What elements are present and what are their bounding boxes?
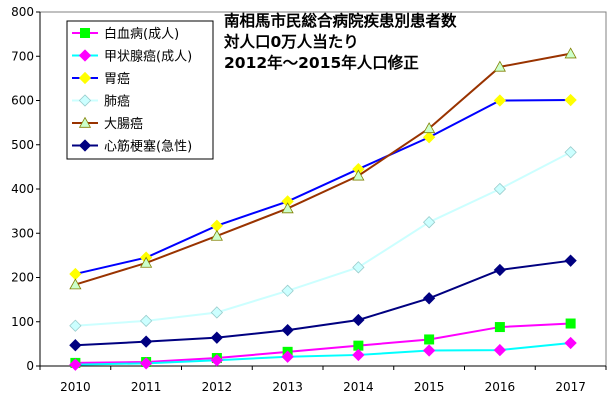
data-point — [422, 131, 436, 144]
chart-title-line: 対人口0万人当たり — [223, 32, 359, 51]
y-tick-label: 200 — [11, 271, 34, 285]
legend-swatch-marker — [78, 49, 92, 62]
y-tick-label: 100 — [11, 315, 34, 329]
data-point — [493, 94, 507, 107]
series-4 — [69, 146, 577, 332]
y-tick-label: 700 — [11, 49, 34, 63]
legend-label: 胃癌 — [104, 71, 130, 87]
x-tick-label: 2017 — [555, 380, 586, 394]
data-point — [139, 335, 153, 348]
y-tick-label: 500 — [11, 138, 34, 152]
legend-item: 心筋梗塞(急性) — [72, 139, 192, 155]
legend-swatch-marker — [78, 116, 92, 128]
data-point — [494, 322, 505, 333]
data-point — [565, 318, 576, 329]
series-2 — [69, 336, 577, 371]
data-point — [422, 292, 436, 305]
series-6 — [69, 254, 577, 352]
legend-swatch-marker — [78, 71, 92, 85]
data-point — [352, 313, 365, 327]
y-tick-label: 0 — [26, 359, 34, 373]
chart-title-line: 南相馬市民総合病院疾患別患者数 — [224, 11, 457, 30]
x-tick-label: 2012 — [202, 380, 233, 394]
y-tick-label: 800 — [11, 5, 34, 19]
legend-label: 心筋梗塞(急性) — [104, 139, 192, 155]
data-point — [564, 254, 577, 267]
data-point — [281, 284, 294, 297]
legend-label: 白血病(成人) — [104, 26, 179, 42]
data-point — [493, 343, 507, 357]
legend-label: 肺癌 — [104, 94, 130, 110]
legend-swatch-marker — [78, 94, 92, 107]
series-line — [75, 341, 571, 366]
data-point — [139, 314, 153, 328]
legend-item: 胃癌 — [72, 71, 130, 87]
data-point — [564, 146, 577, 159]
chart-title-line: 2012年～2015年人口修正 — [224, 53, 419, 72]
series-5 — [69, 47, 577, 290]
legend-item: 肺癌 — [72, 94, 130, 110]
data-point — [281, 350, 294, 363]
data-point — [422, 216, 436, 229]
data-point — [423, 122, 436, 134]
data-point — [210, 331, 224, 344]
legend-swatch-marker — [80, 28, 90, 38]
legend-item: 甲状腺癌(成人) — [72, 49, 192, 65]
x-tick-label: 2015 — [414, 380, 445, 394]
data-point — [352, 261, 365, 274]
data-point — [564, 93, 577, 107]
data-point — [352, 348, 365, 362]
data-point — [69, 319, 82, 332]
y-tick-label: 600 — [11, 94, 34, 108]
data-point — [69, 339, 82, 352]
data-point — [493, 60, 506, 72]
data-point — [422, 344, 436, 357]
data-point — [281, 202, 294, 214]
data-point — [69, 278, 82, 290]
legend-label: 大腸癌 — [104, 116, 143, 132]
data-point — [281, 324, 294, 337]
data-point — [352, 169, 365, 181]
legend-item: 大腸癌 — [72, 116, 143, 132]
y-tick-label: 300 — [11, 226, 34, 240]
legend-label: 甲状腺癌(成人) — [104, 49, 192, 65]
data-point — [493, 182, 507, 196]
series-line — [75, 52, 571, 286]
series-line — [75, 99, 571, 275]
series-line — [75, 151, 572, 327]
y-tick-label: 400 — [11, 182, 34, 196]
x-tick-label: 2014 — [343, 380, 374, 394]
data-point — [493, 263, 507, 277]
series-line — [75, 322, 571, 364]
legend-item: 白血病(成人) — [72, 26, 179, 42]
series-line — [75, 259, 571, 347]
legend-swatch-marker — [78, 139, 92, 152]
data-point — [210, 306, 224, 319]
x-tick-label: 2010 — [60, 380, 91, 394]
x-tick-label: 2011 — [131, 380, 162, 394]
data-point — [564, 336, 577, 350]
data-point — [140, 256, 153, 268]
data-point — [564, 47, 577, 59]
data-point — [139, 357, 153, 370]
data-point — [210, 354, 224, 367]
data-point — [69, 358, 82, 371]
x-tick-label: 2016 — [485, 380, 516, 394]
data-point — [210, 229, 223, 241]
x-tick-label: 2013 — [272, 380, 303, 394]
data-point — [424, 334, 435, 345]
legend-box — [66, 20, 214, 160]
